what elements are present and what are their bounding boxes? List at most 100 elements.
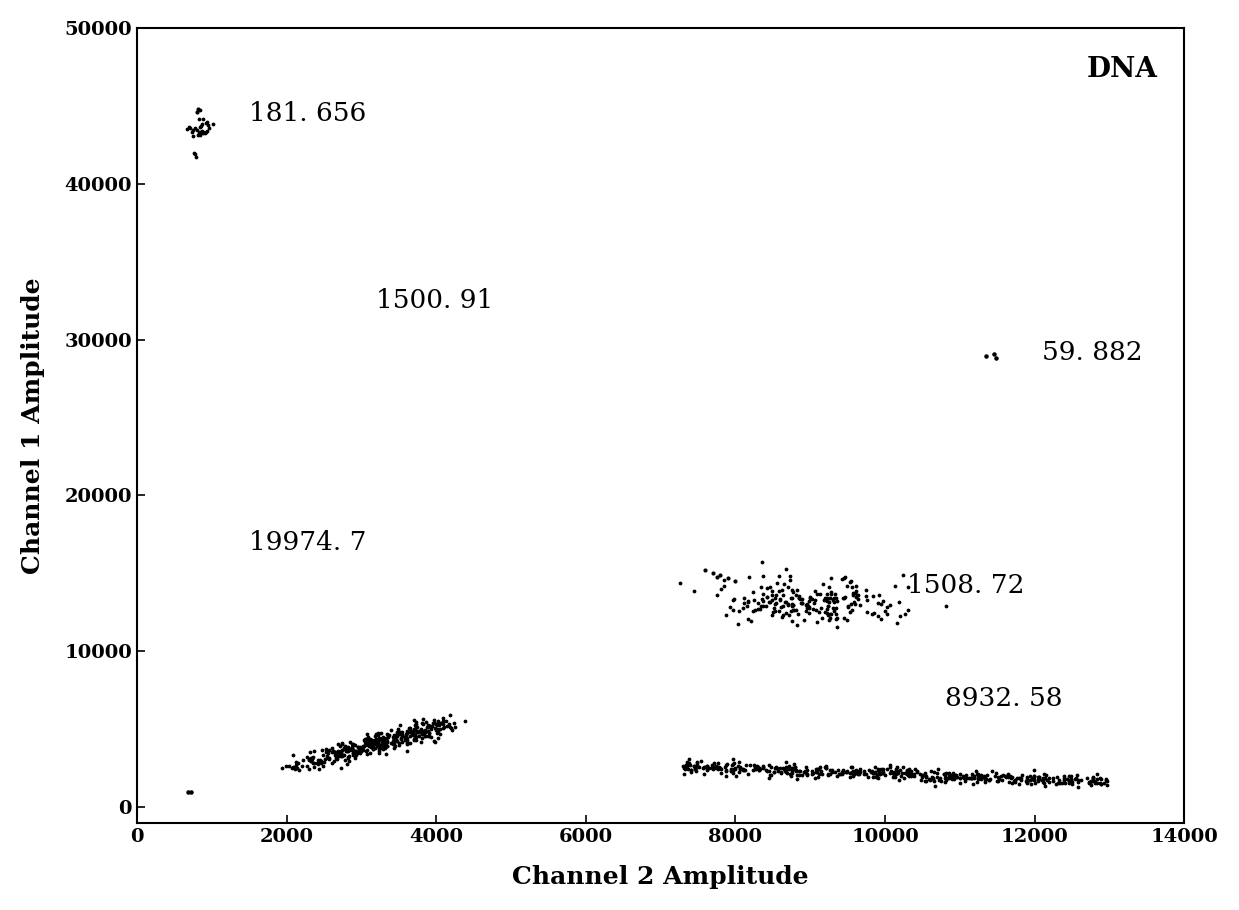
Point <box>1028 773 1048 787</box>
Point <box>820 767 840 782</box>
Point <box>198 117 218 132</box>
Point <box>675 759 695 774</box>
Point <box>818 594 838 609</box>
Point <box>406 717 426 732</box>
Point <box>375 741 395 755</box>
Point <box>819 768 839 783</box>
Point <box>377 746 396 761</box>
Point <box>398 737 418 752</box>
Point <box>794 612 814 627</box>
Point <box>999 767 1018 782</box>
Point <box>312 755 332 770</box>
Point <box>815 591 835 605</box>
Point <box>799 594 819 609</box>
Point <box>805 764 825 779</box>
Point <box>384 736 404 751</box>
Point <box>675 762 695 776</box>
Point <box>405 728 425 743</box>
Point <box>815 759 835 774</box>
Point <box>336 742 356 756</box>
Point <box>1011 774 1031 788</box>
Point <box>805 592 825 607</box>
Point <box>845 764 865 779</box>
Point <box>1070 773 1090 787</box>
Point <box>845 767 865 782</box>
Point <box>904 762 924 776</box>
Point <box>368 726 388 741</box>
Point <box>703 763 722 777</box>
Point <box>757 590 777 604</box>
Point <box>390 717 410 732</box>
Point <box>897 763 917 777</box>
Point <box>378 727 398 742</box>
Point <box>1030 769 1049 784</box>
Point <box>772 610 792 624</box>
Point <box>703 566 722 581</box>
Point <box>403 728 422 743</box>
Point <box>1058 774 1078 788</box>
Point <box>751 599 771 613</box>
Point <box>942 768 961 783</box>
Point <box>405 733 425 747</box>
Point <box>826 607 846 622</box>
Point <box>419 726 439 741</box>
Point <box>286 761 306 775</box>
Point <box>1059 774 1079 788</box>
Point <box>924 778 944 793</box>
Point <box>802 763 821 778</box>
Point <box>711 582 731 597</box>
Point <box>914 768 934 783</box>
Point <box>777 765 797 780</box>
Point <box>361 733 380 748</box>
Point <box>362 738 382 753</box>
Point <box>678 758 698 773</box>
Point <box>680 757 700 772</box>
Point <box>369 742 389 756</box>
Point <box>798 601 818 615</box>
Point <box>733 763 753 777</box>
Point <box>808 587 828 602</box>
Point <box>733 591 753 605</box>
Point <box>970 767 990 782</box>
Point <box>694 760 714 774</box>
Point <box>807 603 826 618</box>
Point <box>338 743 358 758</box>
Point <box>432 716 452 731</box>
Point <box>337 756 357 771</box>
Point <box>691 754 711 769</box>
Point <box>678 757 698 772</box>
Point <box>286 758 306 773</box>
Point <box>715 759 735 774</box>
Point <box>430 717 450 732</box>
Point <box>721 763 741 778</box>
Point <box>776 561 795 576</box>
Point <box>368 728 388 743</box>
Point <box>197 115 217 129</box>
Point <box>369 733 389 747</box>
Point <box>1002 776 1022 791</box>
Point <box>1017 775 1037 790</box>
Point <box>716 608 736 622</box>
Point <box>840 574 860 589</box>
Point <box>1062 774 1082 789</box>
Point <box>923 771 943 785</box>
Point <box>722 758 742 773</box>
Point <box>817 591 836 605</box>
Point <box>338 749 358 763</box>
Point <box>724 592 743 606</box>
Point <box>289 763 309 777</box>
Point <box>396 733 416 747</box>
Point <box>354 733 374 747</box>
Point <box>999 766 1018 781</box>
Point <box>800 590 820 604</box>
Point <box>898 764 918 779</box>
Point <box>958 771 978 785</box>
Point <box>343 748 363 763</box>
Point <box>904 769 924 784</box>
Point <box>735 595 755 610</box>
Point <box>792 592 812 606</box>
Point <box>883 765 903 780</box>
Point <box>375 733 395 747</box>
Point <box>1010 771 1030 785</box>
Point <box>357 732 377 746</box>
